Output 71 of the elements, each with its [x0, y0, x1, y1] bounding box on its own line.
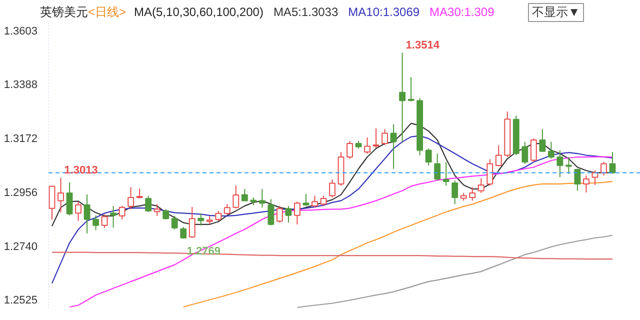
text: MA(5,10,30,60,100,200)	[134, 5, 264, 19]
candlestick	[469, 186, 476, 202]
line-series	[296, 234, 614, 308]
candlestick	[101, 214, 108, 228]
candlestick	[442, 162, 450, 186]
candlestick	[346, 140, 353, 160]
candlestick	[241, 188, 248, 202]
candlestick	[486, 158, 494, 186]
candlestick	[600, 162, 607, 176]
y-tick-label: 1.3172	[4, 133, 38, 146]
candlestick	[224, 204, 230, 215]
candlestick	[215, 210, 222, 222]
candlestick	[58, 177, 64, 213]
candlestick	[452, 180, 458, 205]
candlestick	[592, 170, 598, 186]
candlestick	[302, 193, 310, 206]
text: MA5:1.3033	[273, 5, 338, 19]
candlestick	[320, 195, 327, 206]
candlestick	[232, 184, 240, 209]
candlestick	[399, 52, 406, 142]
y-tick-label: 1.2525	[4, 294, 38, 307]
text: 不显示▼	[528, 3, 584, 22]
candlestick	[530, 138, 537, 163]
candlestick	[188, 206, 196, 238]
candlestick	[198, 212, 204, 226]
candlestick	[171, 215, 178, 230]
candlestick	[128, 186, 134, 210]
candlestick	[294, 201, 300, 225]
annotation: 1.3013	[64, 164, 98, 177]
candlestick	[75, 201, 82, 222]
candlestick	[522, 141, 528, 164]
candlestick	[425, 148, 432, 166]
y-tick-label: 1.2956	[4, 186, 38, 199]
candlestick	[285, 205, 292, 224]
y-tick-label: 1.3603	[4, 25, 38, 38]
candlestick	[390, 124, 397, 170]
candlestick	[92, 214, 100, 231]
line-series	[51, 135, 614, 284]
candlestick	[372, 128, 380, 148]
candlestick	[84, 194, 90, 234]
candlestick	[276, 205, 283, 224]
candlestick	[495, 144, 502, 167]
text: MA10:1.3069	[348, 5, 420, 19]
chart-subtitle: <日线>	[88, 5, 126, 19]
candlestick	[145, 195, 152, 212]
candlestick	[582, 174, 590, 193]
candlestick	[408, 76, 414, 102]
candlestick	[364, 137, 370, 154]
candlestick	[312, 195, 318, 208]
candlestick	[258, 188, 266, 208]
candlestick	[556, 150, 564, 178]
candlestick	[110, 205, 117, 228]
candlestick	[268, 198, 274, 226]
y-tick-label: 1.3388	[4, 79, 38, 92]
candlestick	[382, 128, 388, 146]
annotation: 1.3514	[406, 40, 440, 52]
candlestick	[66, 182, 73, 216]
candlestick	[539, 128, 546, 153]
candlestick	[162, 208, 170, 220]
text: MA30:1.309	[430, 5, 494, 19]
y-tick-label: 1.2740	[4, 240, 38, 253]
candlestick	[118, 205, 126, 220]
chart-title: 英镑美元	[40, 5, 88, 19]
candlestick	[434, 153, 441, 181]
candlestick	[548, 141, 554, 160]
candlestick	[329, 178, 336, 198]
candlestick	[48, 185, 56, 220]
candlestick	[154, 204, 160, 216]
candlestick	[136, 188, 143, 199]
candlestick	[478, 178, 484, 194]
candlestick	[574, 168, 581, 192]
